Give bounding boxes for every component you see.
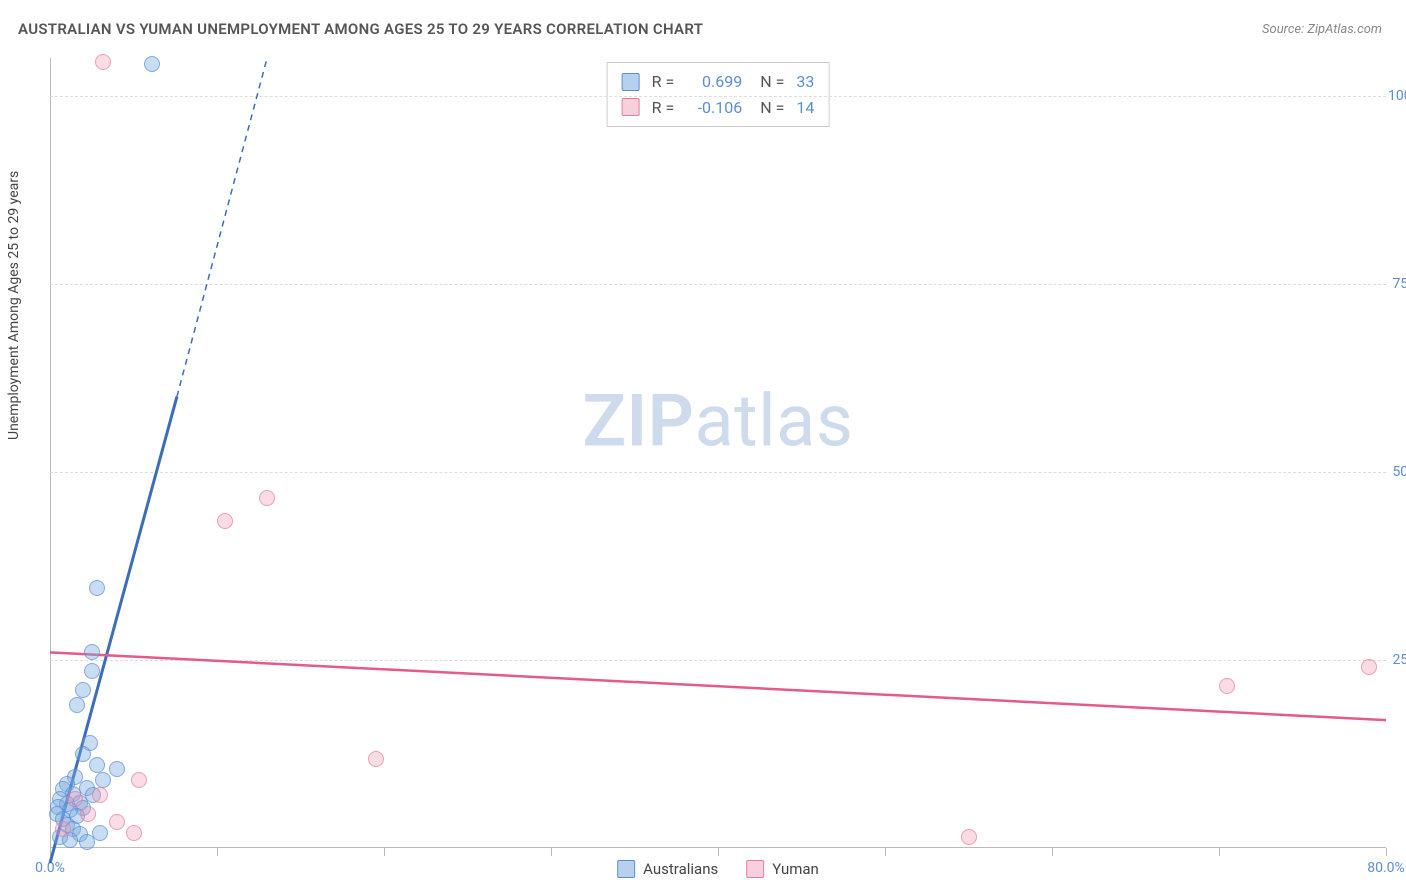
data-point	[1219, 678, 1235, 694]
data-point	[80, 806, 96, 822]
data-point	[961, 829, 977, 845]
legend-label: Australians	[643, 860, 718, 878]
data-point	[368, 751, 384, 767]
y-axis-label: Unemployment Among Ages 25 to 29 years	[6, 171, 22, 440]
y-tick-label: 100.0%	[1388, 88, 1406, 104]
data-point	[89, 757, 105, 773]
data-point	[95, 54, 111, 70]
x-tick	[1386, 848, 1387, 856]
data-point	[84, 644, 100, 660]
legend-item: Australians	[617, 860, 718, 878]
source-credit: Source: ZipAtlas.com	[1262, 22, 1382, 37]
data-point	[79, 834, 95, 850]
data-point	[75, 682, 91, 698]
legend-label: Yuman	[772, 860, 819, 878]
scatter-plot: ZIPatlas R =0.699N =33R =-0.106N =14 Aus…	[50, 58, 1386, 848]
data-point	[89, 580, 105, 596]
x-tick	[885, 848, 886, 856]
y-tick-label: 50.0%	[1388, 464, 1406, 480]
x-tick-label: 80.0%	[1367, 860, 1405, 876]
data-point	[109, 761, 125, 777]
legend-swatch	[746, 860, 764, 878]
data-point	[217, 513, 233, 529]
data-point	[92, 825, 108, 841]
data-point	[126, 825, 142, 841]
x-tick	[551, 848, 552, 856]
data-point	[1361, 659, 1377, 675]
y-tick-label: 75.0%	[1388, 276, 1406, 292]
data-point	[95, 772, 111, 788]
data-point	[69, 697, 85, 713]
legend-item: Yuman	[746, 860, 819, 878]
trend-line	[50, 652, 1386, 720]
data-point	[55, 821, 71, 837]
x-tick	[1219, 848, 1220, 856]
data-point	[67, 791, 83, 807]
x-tick	[718, 848, 719, 856]
x-tick	[384, 848, 385, 856]
data-point	[131, 772, 147, 788]
x-tick	[217, 848, 218, 856]
data-point	[259, 490, 275, 506]
data-point	[144, 56, 160, 72]
data-point	[92, 787, 108, 803]
y-tick-label: 25.0%	[1388, 652, 1406, 668]
trend-line-dashed	[177, 58, 267, 397]
trend-lines	[50, 58, 1386, 848]
x-tick	[1052, 848, 1053, 856]
data-point	[109, 814, 125, 830]
data-point	[75, 746, 91, 762]
legend-swatch	[617, 860, 635, 878]
chart-title: AUSTRALIAN VS YUMAN UNEMPLOYMENT AMONG A…	[18, 20, 703, 38]
series-legend: Australians Yuman	[617, 860, 819, 878]
data-point	[84, 663, 100, 679]
